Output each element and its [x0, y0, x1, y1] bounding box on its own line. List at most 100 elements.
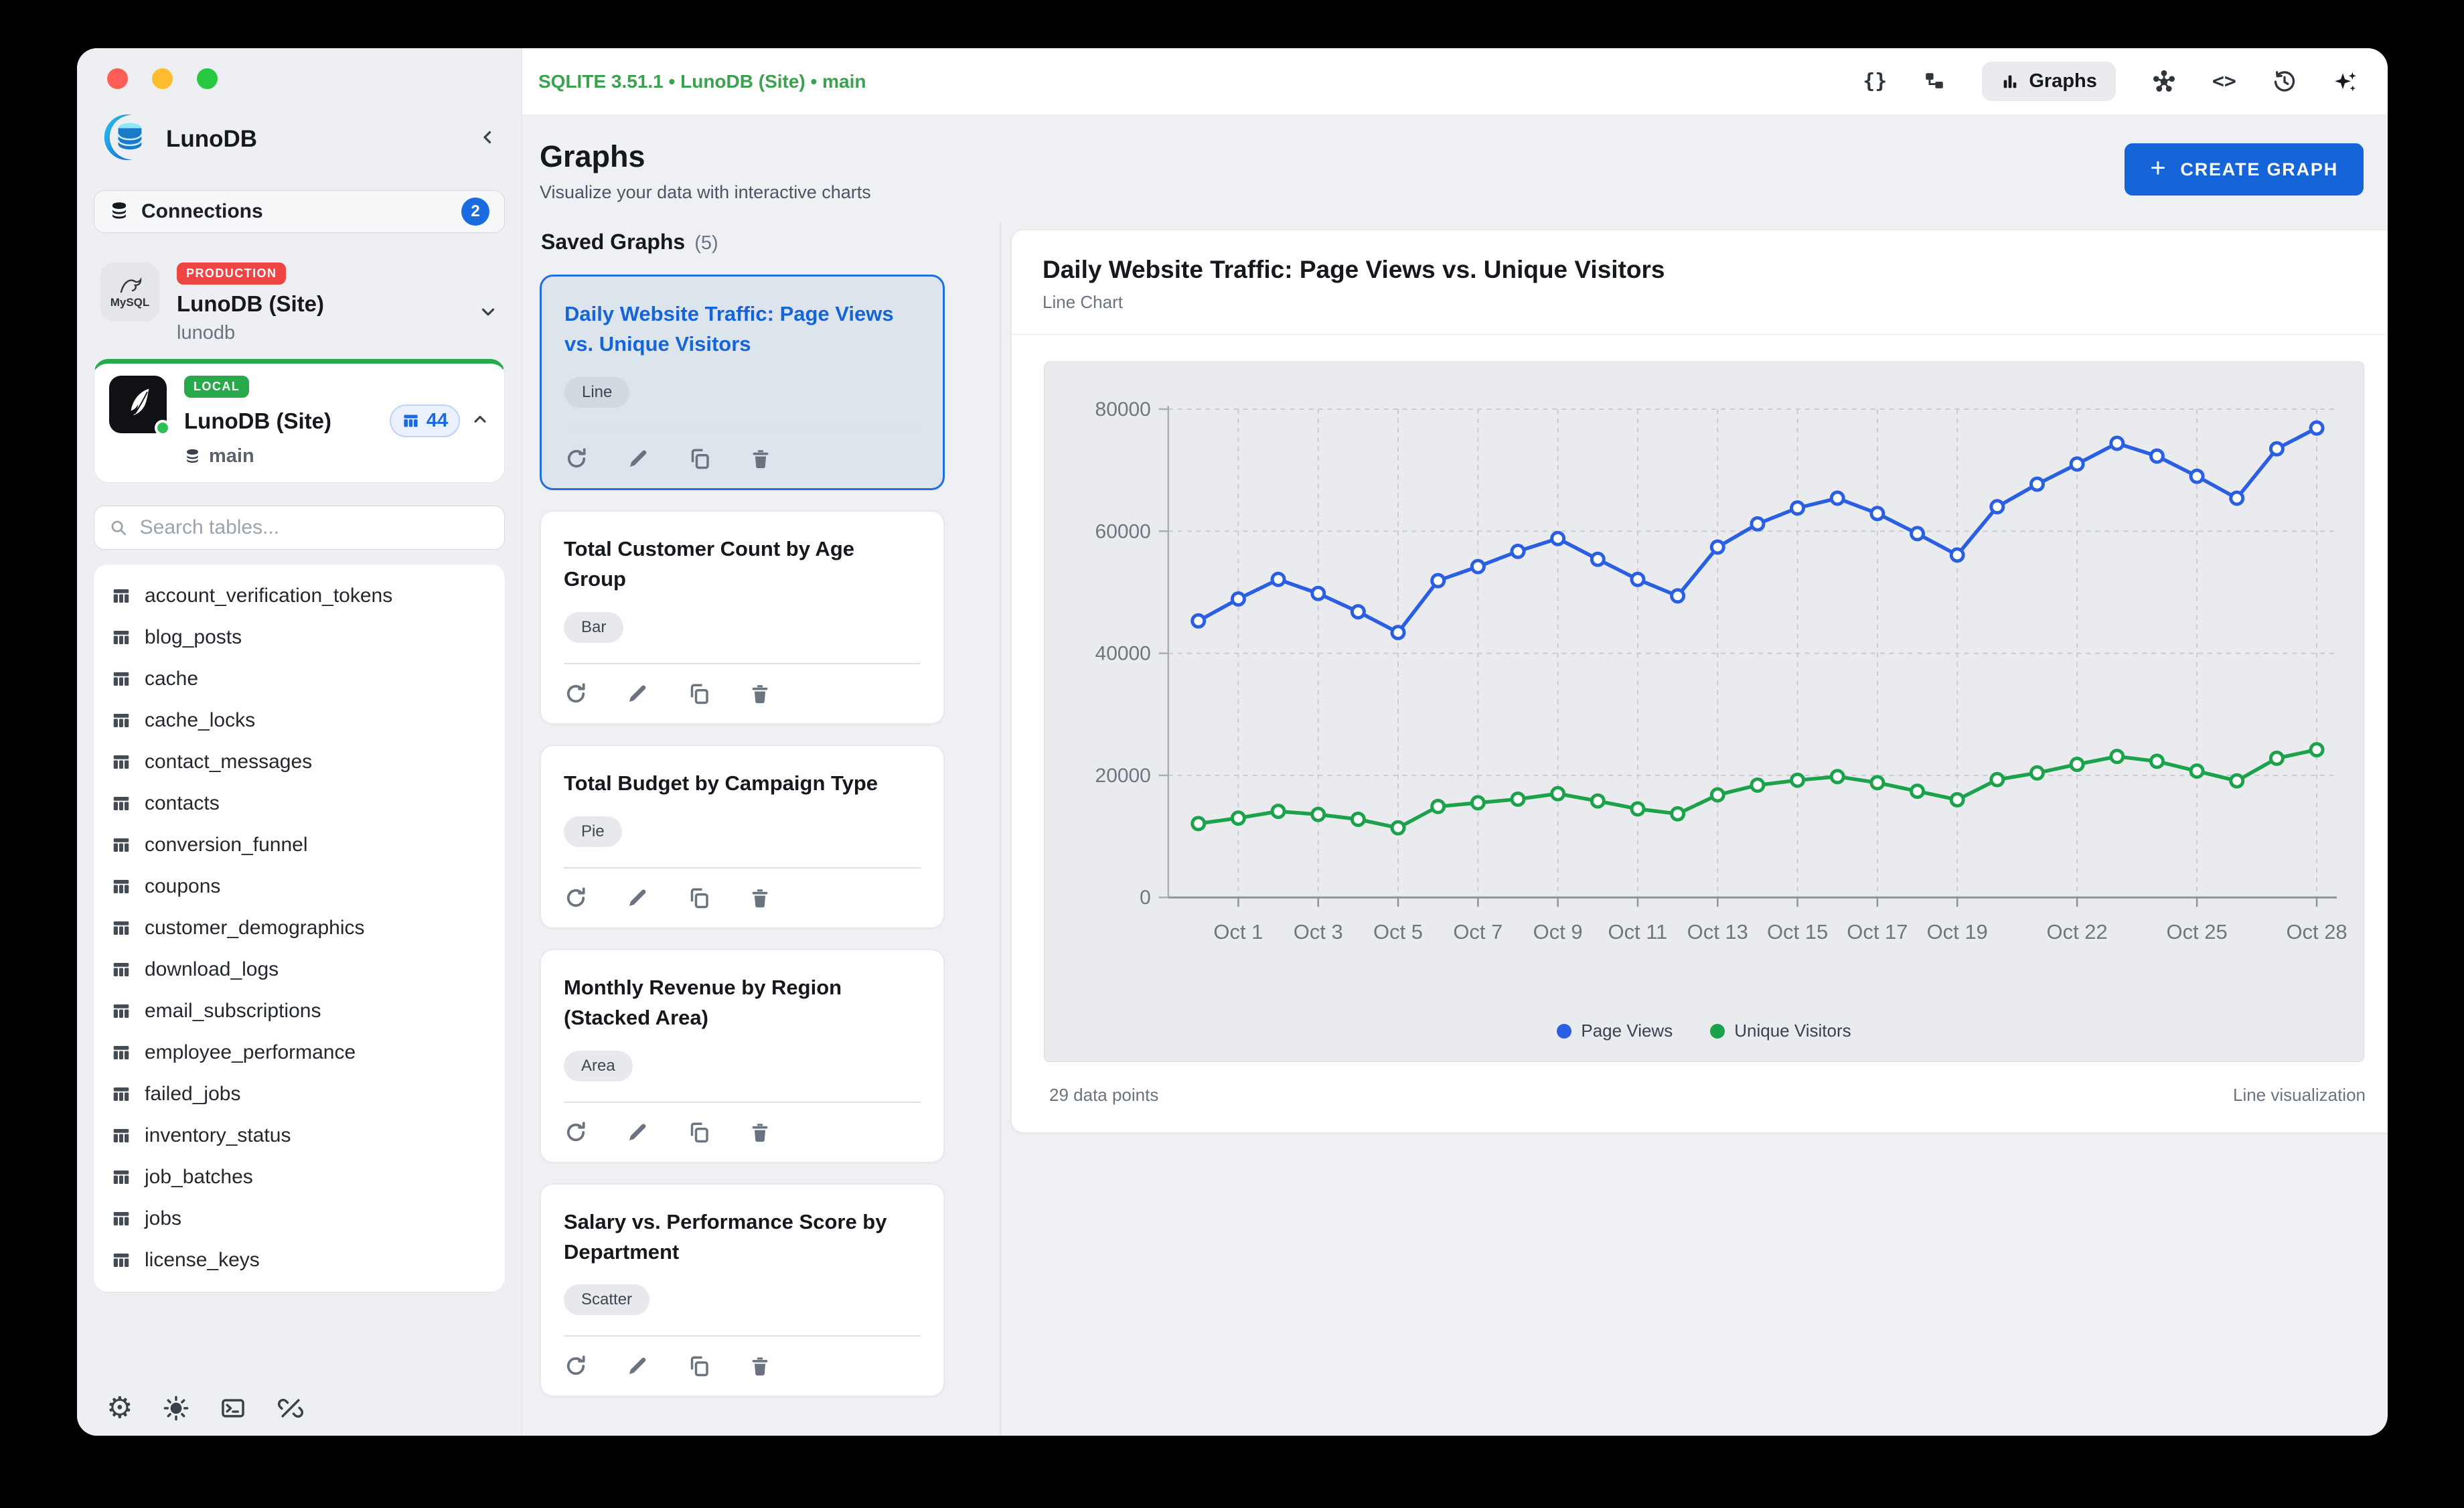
disconnect-unlink-icon[interactable]	[277, 1396, 304, 1421]
svg-text:Oct 17: Oct 17	[1847, 920, 1908, 944]
table-name: jobs	[145, 1207, 182, 1229]
connection-name: LunoDB (Site)	[184, 408, 331, 433]
table-row[interactable]: email_subscriptions	[94, 990, 505, 1032]
table-name: inventory_status	[145, 1124, 291, 1146]
table-icon	[113, 1254, 129, 1267]
duplicate-copy-icon[interactable]	[687, 1120, 711, 1144]
table-row[interactable]: failed_jobs	[94, 1073, 505, 1115]
minimize-button[interactable]	[152, 68, 173, 89]
tables-count-badge[interactable]: 44	[389, 404, 460, 437]
refresh-icon[interactable]	[564, 886, 588, 910]
table-search	[94, 506, 505, 550]
refresh-icon[interactable]	[564, 682, 588, 706]
delete-trash-icon[interactable]	[749, 1354, 771, 1378]
table-icon	[113, 1046, 129, 1059]
card-actions	[564, 886, 921, 910]
close-button[interactable]	[107, 68, 128, 89]
table-icon	[113, 1212, 129, 1225]
sidebar-collapse-icon[interactable]	[478, 127, 498, 151]
visualization-type: Line visualization	[2232, 1085, 2366, 1106]
table-row[interactable]: inventory_status	[94, 1115, 505, 1156]
table-row[interactable]: blog_posts	[94, 617, 505, 658]
theme-sun-icon[interactable]	[163, 1396, 189, 1421]
connection-item-production[interactable]: MySQL PRODUCTION LunoDB (Site) lunodb	[94, 262, 505, 344]
tab-graphs[interactable]: Graphs	[1982, 62, 2116, 101]
json-braces-icon[interactable]: {}	[1863, 70, 1888, 93]
svg-text:Oct 28: Oct 28	[2286, 920, 2347, 944]
code-icon[interactable]: <>	[2212, 70, 2236, 93]
connection-item-local[interactable]: LOCAL LunoDB (Site) 44	[94, 359, 505, 483]
graph-type-pill: Bar	[564, 611, 624, 643]
saved-graph-card[interactable]: Monthly Revenue by Region (Stacked Area)…	[540, 948, 945, 1163]
saved-graph-card[interactable]: Total Customer Count by Age Group Bar	[540, 510, 945, 725]
sidebar: LunoDB Connections 2 MySQL	[77, 48, 522, 1436]
table-row[interactable]: download_logs	[94, 949, 505, 990]
schema-diagram-icon[interactable]	[1923, 70, 1946, 93]
table-row[interactable]: jobs	[94, 1198, 505, 1239]
duplicate-copy-icon[interactable]	[687, 1354, 711, 1378]
table-name: blog_posts	[145, 626, 242, 648]
table-row[interactable]: contacts	[94, 783, 505, 824]
table-row[interactable]: contact_messages	[94, 741, 505, 783]
chart-title: Daily Website Traffic: Page Views vs. Un…	[1043, 256, 1665, 283]
table-row[interactable]: customer_demographics	[94, 907, 505, 949]
table-icon	[404, 414, 418, 427]
connection-status-text: SQLITE 3.51.1 • LunoDB (Site) • main	[538, 70, 866, 92]
table-row[interactable]: conversion_funnel	[94, 824, 505, 866]
main-area: SQLITE 3.51.1 • LunoDB (Site) • main {} …	[522, 48, 2388, 1436]
card-actions	[564, 1354, 921, 1378]
table-icon	[113, 755, 129, 769]
refresh-icon[interactable]	[564, 1120, 588, 1144]
saved-graph-card[interactable]: Daily Website Traffic: Page Views vs. Un…	[540, 275, 945, 490]
legend-dot-blue	[1557, 1023, 1572, 1039]
database-icon	[187, 449, 198, 463]
table-icon	[113, 1129, 129, 1142]
delete-trash-icon[interactable]	[749, 447, 772, 471]
delete-trash-icon[interactable]	[749, 886, 771, 910]
table-row[interactable]: license_keys	[94, 1239, 505, 1281]
saved-graphs-label: Saved Graphs	[541, 230, 686, 254]
table-row[interactable]: account_verification_tokens	[94, 575, 505, 617]
table-row[interactable]: job_batches	[94, 1156, 505, 1198]
delete-trash-icon[interactable]	[749, 1120, 771, 1144]
terminal-icon[interactable]	[220, 1396, 246, 1421]
duplicate-copy-icon[interactable]	[687, 886, 711, 910]
duplicate-copy-icon[interactable]	[687, 682, 711, 706]
zoom-button[interactable]	[197, 68, 218, 89]
ai-sparkles-icon[interactable]	[2333, 69, 2358, 94]
production-badge: PRODUCTION	[177, 262, 287, 285]
refresh-icon[interactable]	[564, 447, 589, 471]
chevron-up-icon[interactable]	[471, 410, 489, 432]
bar-chart-icon	[2004, 75, 2017, 88]
legend-item-unique-visitors[interactable]: Unique Visitors	[1710, 1021, 1851, 1041]
saved-graph-card[interactable]: Salary vs. Performance Score by Departme…	[540, 1183, 945, 1398]
chevron-down-icon[interactable]	[478, 302, 498, 325]
edit-pencil-icon[interactable]	[625, 886, 649, 910]
create-graph-button[interactable]: + CREATE GRAPH	[2125, 143, 2364, 196]
edit-pencil-icon[interactable]	[625, 682, 649, 706]
table-row[interactable]: coupons	[94, 866, 505, 907]
refresh-icon[interactable]	[564, 1354, 588, 1378]
edit-pencil-icon[interactable]	[625, 1120, 649, 1144]
duplicate-copy-icon[interactable]	[688, 447, 712, 471]
card-divider	[564, 427, 920, 429]
saved-graph-card[interactable]: Total Budget by Campaign Type Pie	[540, 744, 945, 929]
connections-button[interactable]: Connections 2	[94, 190, 505, 233]
table-row[interactable]: employee_performance	[94, 1032, 505, 1073]
chart-legend: Page Views Unique Visitors	[1045, 1011, 2364, 1061]
delete-trash-icon[interactable]	[749, 682, 771, 706]
table-row[interactable]: cache	[94, 658, 505, 700]
network-hub-icon[interactable]	[2152, 70, 2176, 94]
graph-type-pill: Area	[564, 1050, 633, 1081]
line-chart[interactable]: 0 20000 40000 60000 80000 Oct 1 Oct 3 Oct 5 Oct …	[1044, 362, 2364, 1063]
table-icon	[113, 1087, 129, 1101]
table-row[interactable]: cache_locks	[94, 700, 505, 741]
svg-text:Oct 19: Oct 19	[1927, 920, 1988, 944]
settings-gear-icon[interactable]: ⚙	[106, 1391, 133, 1425]
edit-pencil-icon[interactable]	[625, 1354, 649, 1378]
history-icon[interactable]	[2273, 70, 2297, 94]
legend-item-page-views[interactable]: Page Views	[1557, 1021, 1673, 1041]
app-window: LunoDB Connections 2 MySQL	[77, 48, 2388, 1436]
edit-pencil-icon[interactable]	[626, 447, 650, 471]
search-input[interactable]	[138, 516, 489, 540]
